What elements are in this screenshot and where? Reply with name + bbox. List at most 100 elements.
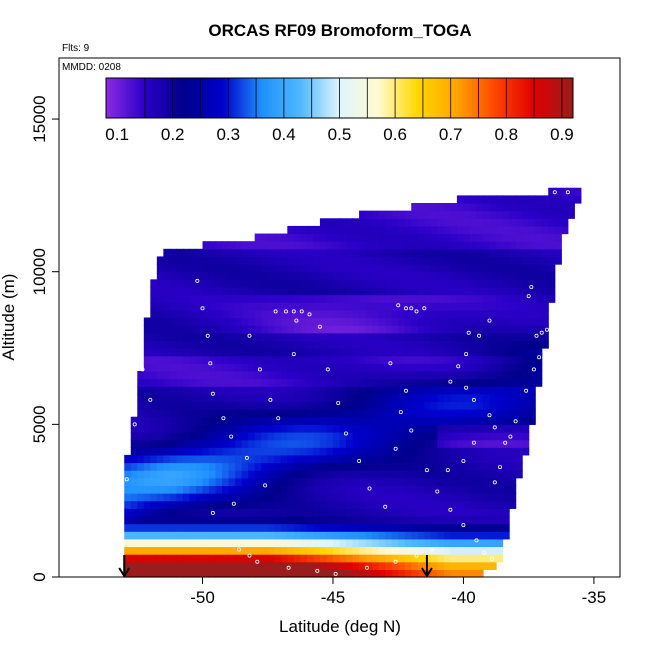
field-cell bbox=[515, 279, 523, 288]
field-cell bbox=[222, 477, 230, 487]
field-cell bbox=[365, 439, 373, 448]
field-cell bbox=[202, 241, 210, 250]
field-cell bbox=[463, 424, 471, 433]
field-cell bbox=[509, 332, 517, 341]
field-cell bbox=[332, 225, 341, 235]
colorbar-segment bbox=[216, 78, 220, 118]
field-cell bbox=[287, 470, 295, 479]
colorbar-segment bbox=[349, 78, 352, 118]
field-cell bbox=[417, 416, 425, 425]
field-cell bbox=[365, 309, 373, 319]
sample-point bbox=[396, 303, 401, 308]
field-cell bbox=[352, 248, 360, 258]
field-cell bbox=[476, 470, 484, 479]
colorbar-segment bbox=[325, 78, 329, 118]
field-cell bbox=[202, 248, 210, 258]
field-cell bbox=[424, 401, 432, 410]
colorbar-segment bbox=[207, 78, 210, 118]
field-cell bbox=[378, 409, 386, 418]
field-cell bbox=[404, 439, 412, 448]
field-cell bbox=[385, 447, 393, 456]
field-cell bbox=[209, 561, 217, 570]
field-cell bbox=[235, 424, 243, 433]
field-cell bbox=[463, 409, 471, 418]
field-cell bbox=[463, 454, 471, 464]
field-cell bbox=[137, 431, 145, 441]
field-cell bbox=[280, 515, 288, 525]
field-cell bbox=[228, 294, 236, 303]
colorbar-segment bbox=[335, 78, 339, 118]
field-cell bbox=[254, 561, 262, 570]
field-cell bbox=[280, 378, 288, 387]
field-cell bbox=[156, 515, 164, 525]
field-cell bbox=[502, 477, 510, 487]
field-cell bbox=[313, 523, 321, 532]
field-cell bbox=[450, 348, 458, 357]
field-cell bbox=[300, 561, 308, 570]
field-cell bbox=[483, 401, 491, 410]
sample-point bbox=[503, 440, 508, 445]
field-cell bbox=[319, 431, 328, 441]
colorbar-segment bbox=[524, 78, 527, 118]
field-cell bbox=[313, 531, 321, 540]
field-cell bbox=[385, 363, 393, 372]
field-cell bbox=[280, 302, 288, 311]
field-cell bbox=[496, 225, 504, 235]
field-cell bbox=[261, 264, 269, 273]
field-cell bbox=[476, 485, 484, 494]
field-cell bbox=[496, 508, 504, 517]
field-cell bbox=[176, 477, 184, 487]
field-cell bbox=[150, 569, 158, 578]
field-cell bbox=[463, 500, 471, 509]
field-cell bbox=[483, 370, 491, 380]
field-cell bbox=[169, 355, 178, 364]
field-cell bbox=[528, 203, 536, 212]
field-cell bbox=[176, 431, 184, 441]
colorbar-segment bbox=[183, 78, 187, 118]
field-cell bbox=[522, 409, 530, 418]
field-cell bbox=[372, 569, 380, 578]
field-cell bbox=[515, 348, 523, 357]
field-cell bbox=[404, 348, 412, 357]
field-cell bbox=[222, 309, 230, 319]
colorbar-segment bbox=[327, 78, 331, 118]
field-cell bbox=[548, 271, 556, 280]
field-cell bbox=[522, 264, 530, 273]
field-cell bbox=[509, 470, 517, 479]
field-cell bbox=[215, 470, 223, 479]
field-cell bbox=[313, 569, 321, 578]
field-cell bbox=[339, 531, 347, 540]
field-cell bbox=[372, 325, 380, 334]
field-cell bbox=[411, 294, 419, 303]
field-cell bbox=[339, 294, 347, 303]
field-cell bbox=[391, 332, 399, 341]
field-cell bbox=[515, 203, 523, 212]
field-cell bbox=[287, 523, 295, 532]
field-cell bbox=[404, 515, 412, 525]
field-cell bbox=[567, 187, 575, 196]
field-cell bbox=[215, 332, 223, 341]
colorbar-segment bbox=[427, 78, 430, 118]
colorbar-segment bbox=[545, 78, 549, 118]
field-cell bbox=[274, 409, 282, 418]
field-cell bbox=[150, 363, 158, 372]
field-cell bbox=[417, 355, 425, 364]
field-cell bbox=[424, 233, 432, 242]
field-cell bbox=[417, 561, 425, 570]
field-cell bbox=[313, 370, 321, 380]
field-cell bbox=[496, 195, 504, 204]
field-cell bbox=[496, 370, 504, 380]
field-cell bbox=[280, 294, 288, 303]
field-cell bbox=[541, 203, 549, 212]
field-cell bbox=[489, 195, 497, 204]
colorbar-segment bbox=[537, 78, 541, 118]
field-cell bbox=[411, 546, 419, 555]
field-cell bbox=[346, 271, 354, 280]
field-cell bbox=[163, 447, 171, 456]
field-cell bbox=[169, 546, 178, 555]
field-cell bbox=[254, 271, 262, 280]
field-cell bbox=[293, 531, 301, 540]
field-cell bbox=[391, 294, 399, 303]
field-cell bbox=[274, 470, 282, 479]
field-cell bbox=[274, 523, 282, 532]
